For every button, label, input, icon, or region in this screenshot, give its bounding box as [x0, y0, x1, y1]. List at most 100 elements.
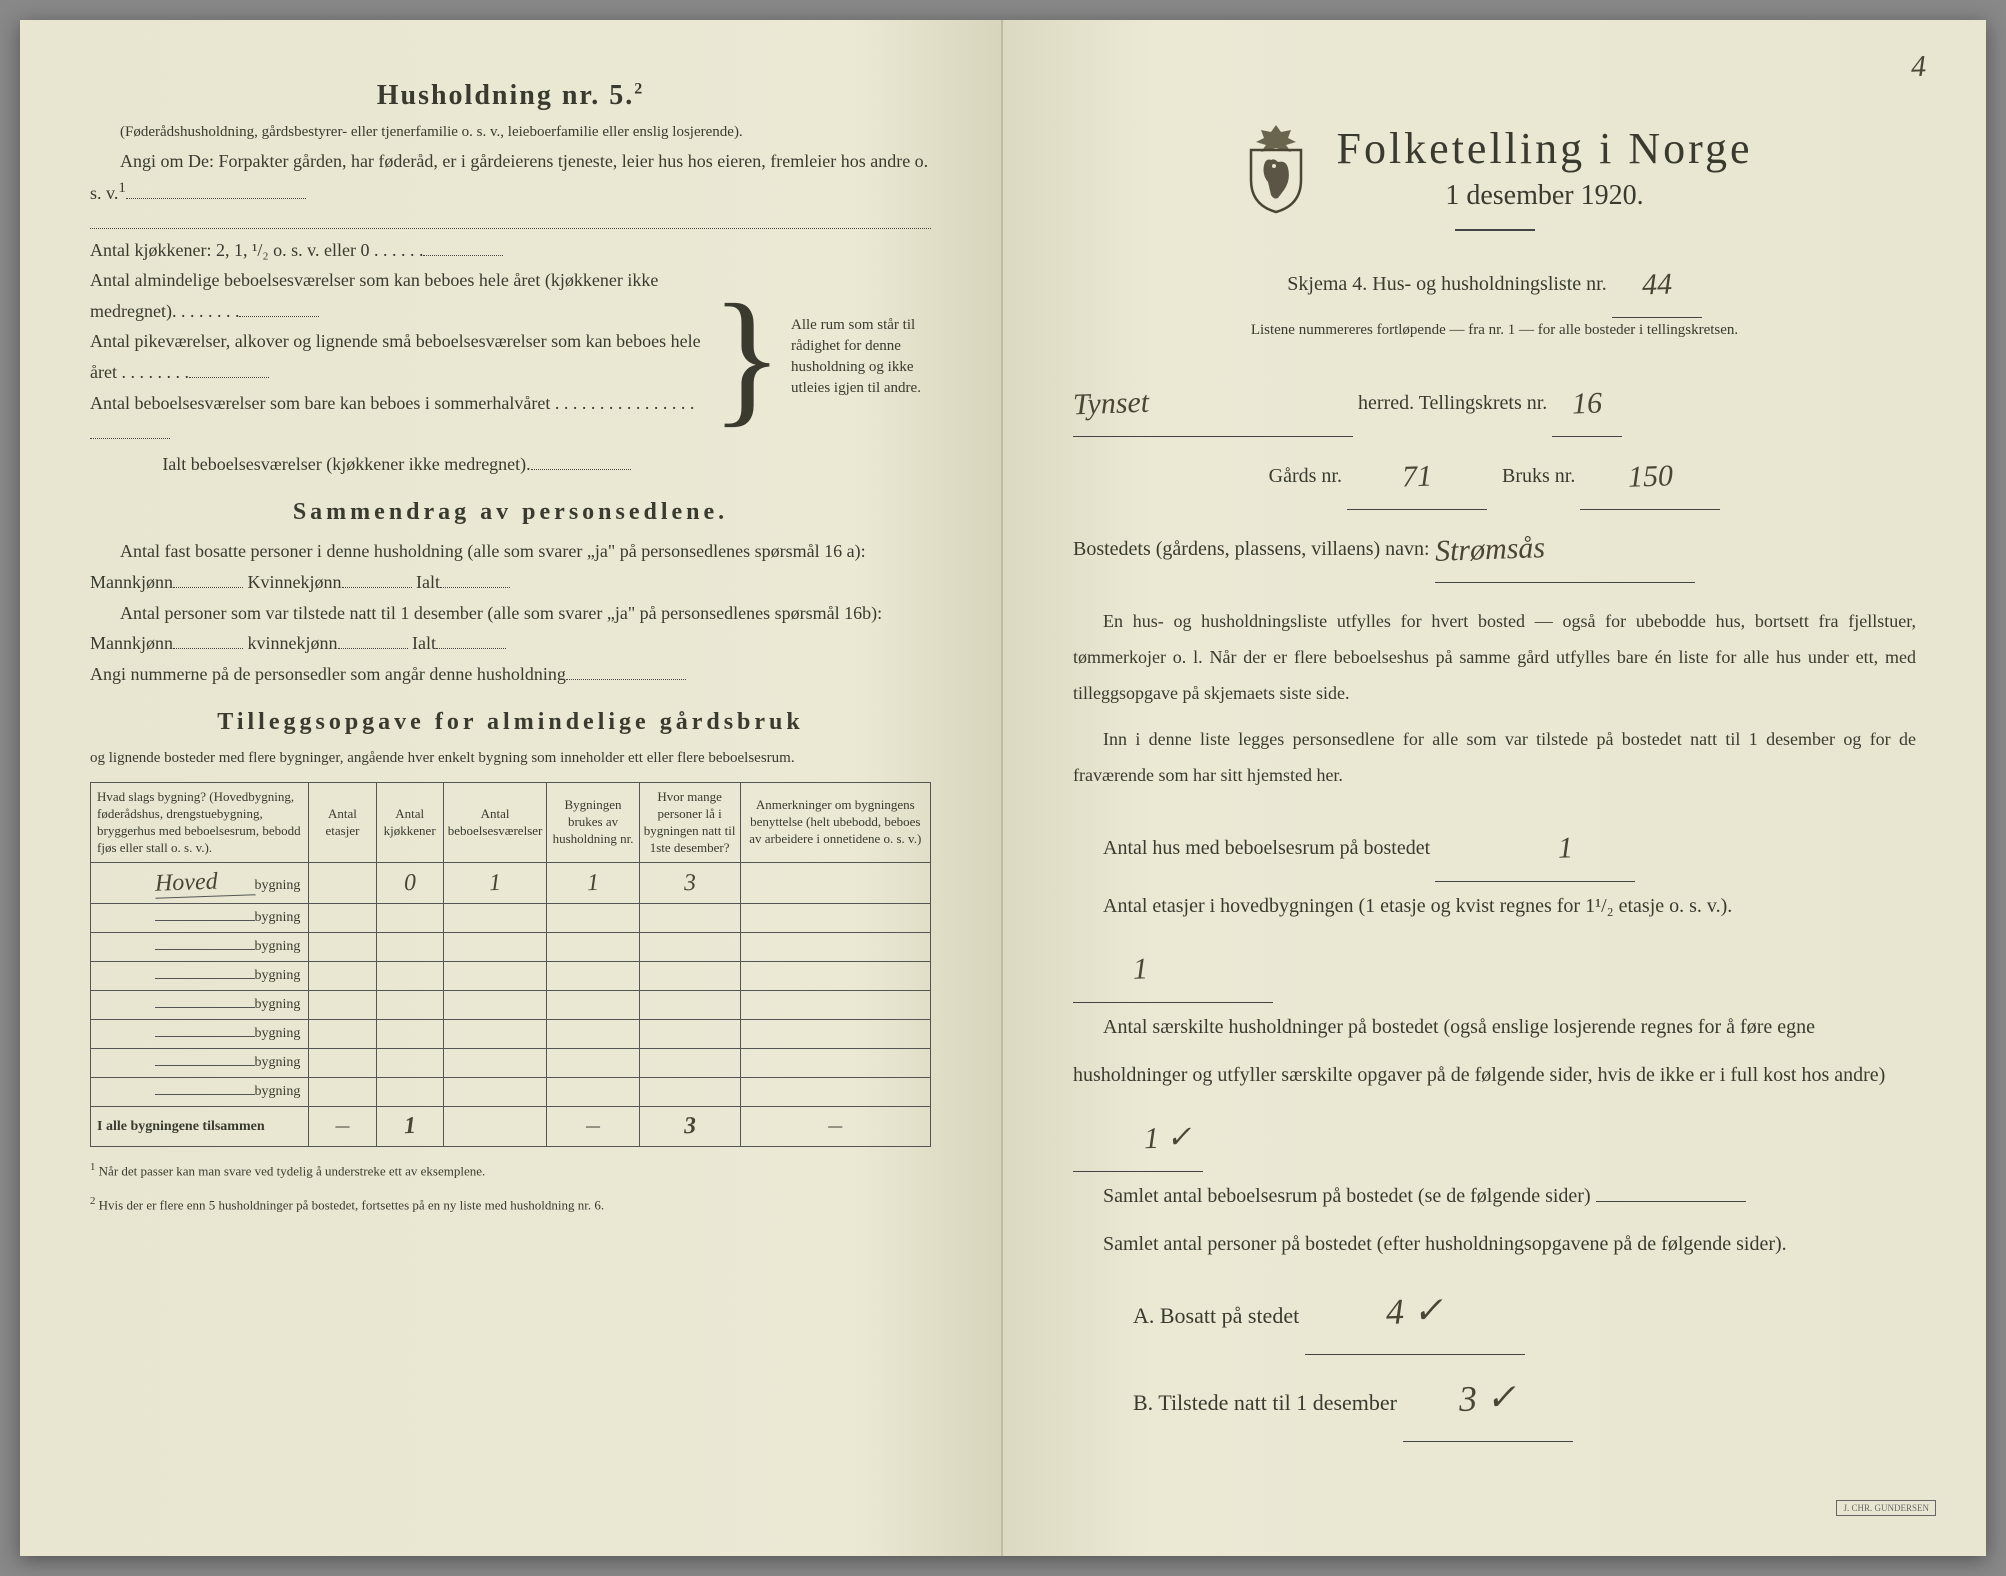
skjema-val: 44	[1640, 248, 1672, 321]
q3-label: Antal særskilte husholdninger på bostede…	[1073, 1016, 1885, 1086]
sup1: 1	[118, 180, 126, 196]
bl	[155, 1094, 255, 1095]
b5	[338, 648, 408, 649]
sub2: Angi om De: Forpakter gården, har føderå…	[90, 146, 931, 209]
tilsub: og lignende bosteder med flere bygninger…	[90, 746, 931, 772]
printer-stamp: J. CHR. GUNDERSEN	[1836, 1500, 1936, 1516]
q2-blank: 1	[1073, 930, 1273, 1003]
b1	[173, 587, 243, 588]
alm3-blank	[90, 438, 170, 439]
kj-blank	[423, 255, 503, 256]
item-b: B. Tilstede natt til 1 desember 3 ✓	[1133, 1355, 1916, 1442]
row1-hand: Hoved	[154, 868, 255, 899]
row1-name: Hovedbygning	[91, 863, 309, 904]
a-val: 4 ✓	[1385, 1267, 1445, 1355]
b-label: B. Tilstede natt til 1 desember	[1133, 1390, 1397, 1415]
brace-right-text: Alle rum som står til rådighet for denne…	[791, 235, 931, 480]
b2	[342, 587, 412, 588]
sammendrag-heading: Sammendrag av personsedlene.	[90, 499, 931, 526]
kj-line: Antal kjøkkener: 2, 1, ¹/₂ o. s. v. elle…	[90, 235, 703, 266]
suf: bygning	[255, 878, 301, 893]
bostedet-line: Bostedets (gårdens, plassens, villaens) …	[1073, 510, 1916, 583]
tc2: —	[309, 1107, 376, 1147]
sub1: (Føderådshusholdning, gårdsbestyrer- ell…	[90, 120, 931, 146]
q3-blank: 1 ✓	[1073, 1099, 1203, 1172]
q1-label: Antal hus med beboelsesrum på bostedet	[1103, 837, 1430, 859]
footnote2: 2 Hvis der er flere enn 5 husholdninger …	[90, 1193, 931, 1215]
krets-blank: 16	[1552, 364, 1622, 437]
herred-line: Tynset herred. Tellingskrets nr. 16	[1073, 364, 1916, 437]
empty-name: bygning	[91, 991, 309, 1020]
para1: En hus- og husholdningsliste utfylles fo…	[1073, 603, 1916, 711]
sam2a: Antal personer som var tilstede natt til…	[90, 603, 882, 654]
b7	[566, 679, 686, 680]
alm1: Antal almindelige beboelsesværelser som …	[90, 265, 703, 326]
suf: bygning	[255, 910, 301, 925]
tc3h: 1	[403, 1113, 416, 1140]
skjema-blank: 44	[1612, 245, 1702, 318]
fn1t: Når det passer kan man svare ved tydelig…	[99, 1164, 486, 1179]
blank	[126, 198, 306, 199]
bl	[155, 1007, 255, 1008]
b4	[173, 648, 243, 649]
skjema-line: Skjema 4. Hus- og husholdningsliste nr. …	[1073, 245, 1916, 318]
empty-name: bygning	[91, 1049, 309, 1078]
brace-left-content: Antal kjøkkener: 2, 1, ¹/₂ o. s. v. elle…	[90, 235, 703, 480]
th5: Bygningen brukes av husholdning nr.	[547, 782, 639, 863]
q2-label: Antal etasjer i hovedbygningen (1 etasje…	[1103, 895, 1732, 917]
b6	[436, 648, 506, 649]
q4-label: Samlet antal beboelsesrum på bostedet (s…	[1103, 1185, 1591, 1207]
alm2-blank	[189, 377, 269, 378]
suf: bygning	[255, 1055, 301, 1070]
suf: bygning	[255, 997, 301, 1012]
tc6h: 3	[683, 1113, 696, 1140]
alm3: Antal beboelsesværelser som bare kan beb…	[90, 388, 703, 449]
b3	[440, 587, 510, 588]
suf: bygning	[255, 1084, 301, 1099]
empty-name: bygning	[91, 904, 309, 933]
skjema-label: Skjema 4. Hus- og husholdningsliste nr.	[1287, 273, 1606, 295]
item-a: A. Bosatt på stedet 4 ✓	[1133, 1268, 1916, 1355]
r1c2	[309, 863, 376, 904]
table-row: Hovedbygning 0 1 1 3	[91, 863, 931, 904]
r1c6: 3	[639, 863, 740, 904]
table-row: bygning	[91, 962, 931, 991]
empty-name: bygning	[91, 933, 309, 962]
th1: Hvad slags bygning? (Hovedbygning, føder…	[91, 782, 309, 863]
left-heading: Husholdning nr. 5.2	[90, 80, 931, 112]
alm3-text: Antal beboelsesværelser som bare kan beb…	[90, 393, 694, 413]
r1c3h: 0	[403, 870, 416, 897]
fn2n: 2	[90, 1195, 95, 1207]
sam3-text: Angi nummerne på de personsedler som ang…	[90, 664, 566, 684]
q2-val: 1	[1102, 933, 1149, 1007]
alm2-text: Antal pikeværelser, alkover og lignende …	[90, 331, 701, 382]
suf: bygning	[255, 939, 301, 954]
tc6: 3	[639, 1107, 740, 1147]
gards-val: 71	[1401, 440, 1433, 513]
ialt: Ialt beboelsesværelser (kjøkkener ikke m…	[90, 449, 703, 480]
gards-line: Gårds nr. 71 Bruks nr. 150	[1073, 437, 1916, 510]
bostedet-val: Strømsås	[1433, 512, 1545, 588]
tc4	[443, 1107, 547, 1147]
empty-name: bygning	[91, 962, 309, 991]
title-main: Folketelling i Norge	[1336, 123, 1752, 174]
table-row: bygning	[91, 1078, 931, 1107]
tillegg-heading: Tilleggsopgave for almindelige gårdsbruk	[90, 709, 931, 736]
sam2b: kvinnekjønn	[248, 633, 338, 653]
th6: Hvor mange personer lå i bygningen natt …	[639, 782, 740, 863]
heading-text: Husholdning nr. 5.	[377, 80, 635, 111]
tc3: 1	[376, 1107, 443, 1147]
bl	[155, 978, 255, 979]
ialt-blank	[531, 469, 631, 470]
total-row: I alle bygningene tilsammen — 1 — 3 —	[91, 1107, 931, 1147]
document-spread: Husholdning nr. 5.2 (Føderådshusholdning…	[20, 20, 1986, 1556]
empty-name: bygning	[91, 1020, 309, 1049]
table-row: bygning	[91, 904, 931, 933]
th2: Antal etasjer	[309, 782, 376, 863]
th4: Antal beboelsesværelser	[443, 782, 547, 863]
alm2: Antal pikeværelser, alkover og lignende …	[90, 326, 703, 387]
title-text-block: Folketelling i Norge 1 desember 1920.	[1336, 123, 1752, 212]
q3-val: 1 ✓	[1113, 1101, 1193, 1176]
para2: Inn i denne liste legges personsedlene f…	[1073, 721, 1916, 793]
sam1: Antal fast bosatte personer i denne hush…	[90, 536, 931, 597]
